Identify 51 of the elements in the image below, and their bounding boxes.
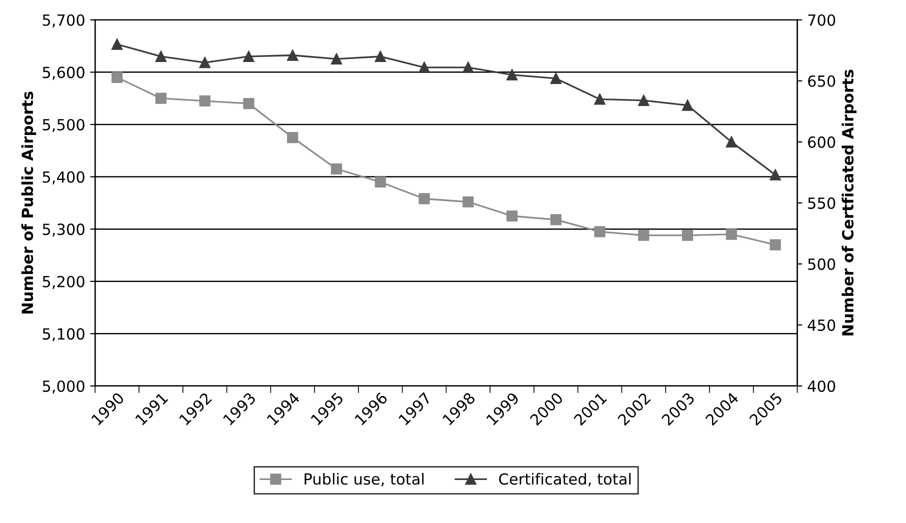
- point: [682, 100, 694, 111]
- y2-axis-title: Number of Certficated Airports: [842, 70, 857, 336]
- point: [726, 228, 738, 240]
- point: [330, 53, 342, 64]
- point: [462, 196, 474, 208]
- point: [155, 50, 167, 62]
- y-tick-label: 5,700: [42, 14, 84, 28]
- y2-tick-label: 550: [808, 197, 836, 209]
- point: [638, 230, 650, 241]
- y2-tick-label: 400: [808, 380, 836, 392]
- y2-tick-label: 700: [808, 14, 836, 26]
- point: [199, 95, 210, 106]
- point: [638, 94, 650, 106]
- point: [770, 169, 781, 180]
- legend-label: Public use, total: [304, 472, 424, 486]
- y-tick-label: 5,500: [42, 118, 84, 132]
- y-tick-label: 5,400: [42, 171, 84, 184]
- point: [155, 92, 167, 104]
- y-tick-label: 5,200: [42, 276, 84, 289]
- point: [462, 62, 474, 74]
- y2-tick-label: 650: [808, 75, 836, 87]
- y-tick-label: 5,300: [42, 224, 84, 237]
- point: [418, 193, 430, 204]
- point: [418, 62, 430, 74]
- point: [550, 214, 562, 226]
- point: [287, 132, 298, 144]
- y2-tick-label: 500: [808, 258, 836, 270]
- point: [682, 230, 694, 241]
- y-tick-label: 5,000: [42, 380, 84, 394]
- y2-tick-label: 450: [808, 319, 836, 331]
- y-tick-label: 5,100: [42, 328, 84, 342]
- y-tick-label: 5,600: [42, 66, 84, 80]
- point: [199, 57, 210, 68]
- point: [374, 50, 386, 62]
- point: [770, 239, 781, 250]
- point: [594, 94, 606, 105]
- point: [594, 226, 606, 238]
- point: [550, 72, 562, 84]
- point: [726, 136, 738, 148]
- point: [287, 50, 298, 61]
- y-axis-title: Number of Public Airports: [21, 92, 36, 314]
- point: [243, 98, 254, 110]
- point: [330, 163, 342, 174]
- point: [506, 69, 518, 80]
- legend-label: Certificated, total: [499, 472, 631, 486]
- point: [112, 38, 123, 50]
- point: [112, 72, 123, 83]
- point: [506, 210, 518, 222]
- y2-tick-label: 600: [808, 136, 836, 148]
- point: [243, 50, 254, 62]
- point: [374, 176, 386, 188]
